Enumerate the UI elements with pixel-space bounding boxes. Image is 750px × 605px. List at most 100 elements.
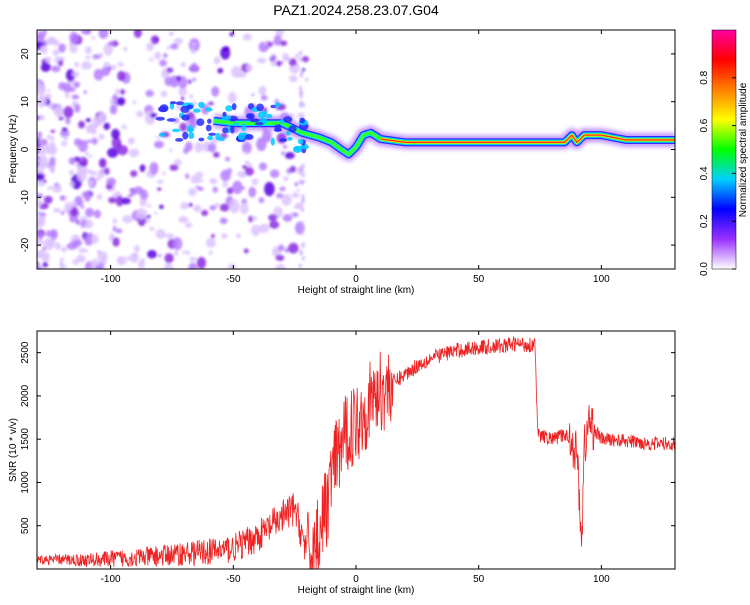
spectrogram-noise-blob xyxy=(178,216,189,223)
spectrogram-noise-blob xyxy=(276,132,287,144)
spectrogram-x-tick-label: 0 xyxy=(353,274,359,285)
spectrogram-y-tick-label: 0 xyxy=(20,146,31,152)
spectrogram-noise-blob xyxy=(65,117,71,125)
spectrogram-noise-blob xyxy=(37,231,44,239)
spectrogram-noise-blob xyxy=(90,128,97,135)
ridge-cluster xyxy=(270,104,277,109)
spectrogram-noise-blob xyxy=(129,253,139,263)
ridge-cluster xyxy=(274,102,281,108)
spectrogram-noise-blob xyxy=(251,178,259,186)
ridge-cluster xyxy=(192,108,201,113)
snr-y-tick-label: 1500 xyxy=(20,428,31,451)
spectrogram-noise-blob xyxy=(194,141,203,153)
spectrogram-noise-blob xyxy=(37,237,43,247)
colorbar-label: Normalized spectral amplitude xyxy=(738,82,749,217)
ridge-cluster xyxy=(166,118,176,122)
spectrogram-noise-blob xyxy=(114,88,120,96)
snr-x-tick-label: 50 xyxy=(473,574,485,585)
spectrogram-noise-blob xyxy=(228,199,240,214)
spectrogram-noise-blob xyxy=(40,139,48,145)
spectrogram-noise-blob xyxy=(279,40,288,46)
spectrogram-noise-blob xyxy=(115,228,123,234)
spectrogram-y-tick-label: -20 xyxy=(20,237,31,252)
ridge-cluster xyxy=(222,111,227,117)
spectrogram-noise-blob xyxy=(301,242,305,247)
spectrogram-noise-blob xyxy=(42,261,48,268)
spectrogram-noise-blob xyxy=(164,76,174,87)
spectrogram-noise-blob xyxy=(76,254,86,263)
ridge-cluster xyxy=(279,138,288,142)
spectrogram-noise-blob xyxy=(258,85,267,96)
spectrogram-noise-blob xyxy=(298,263,302,269)
snr-x-tick-label: 100 xyxy=(593,574,610,585)
spectrogram-noise-blob xyxy=(149,112,157,118)
spectrogram-noise-blob xyxy=(128,137,135,145)
spectrogram-noise-blob xyxy=(222,181,229,188)
spectrogram-noise-blob xyxy=(304,77,309,82)
spectrogram-noise-blob xyxy=(260,94,268,101)
spectrogram-noise-blob xyxy=(150,35,159,45)
spectrogram-y-ticks: -20 -10 0 10 20 xyxy=(20,48,675,252)
spectrogram-noise-blob xyxy=(217,67,224,74)
spectrogram-noise-blob xyxy=(190,174,201,184)
spectrogram-noise-blob xyxy=(212,186,218,193)
spectrogram-noise-blob xyxy=(162,171,166,176)
spectrogram-noise-blob xyxy=(197,186,204,191)
snr-panel: -100 -50 0 50 100 500 1000 1500 2000 2500 Height… xyxy=(8,330,676,596)
spectrogram-noise-blob xyxy=(60,141,68,147)
snr-y-tick-label: 2000 xyxy=(20,384,31,407)
spectrogram-noise-blob xyxy=(211,86,220,97)
spectrogram-y-tick-label: 20 xyxy=(20,48,31,60)
spectrogram-noise-blob xyxy=(42,247,46,252)
spectrogram-noise-blob xyxy=(166,67,174,73)
spectrogram-noise-blob xyxy=(184,222,193,229)
spectrogram-noise-blob xyxy=(188,262,198,269)
ridge-cluster xyxy=(300,143,309,150)
spectrogram-noise-blob xyxy=(184,173,190,179)
spectrogram-noise-blob xyxy=(243,248,249,254)
spectrogram-noise-blob xyxy=(248,215,254,223)
spectrogram-noise-blob xyxy=(187,79,192,84)
spectrogram-noise-blob xyxy=(106,177,117,186)
spectrogram-noise-blob xyxy=(93,171,97,176)
spectrogram-noise-blob xyxy=(96,193,103,201)
spectrogram-noise-blob xyxy=(279,186,286,192)
spectrogram-noise-blob xyxy=(69,31,79,45)
spectrogram-noise-blob xyxy=(289,165,297,173)
spectrogram-noise-blob xyxy=(37,250,43,259)
spectrogram-noise-blob xyxy=(145,89,154,97)
spectrogram-noise-blob xyxy=(44,93,52,100)
spectrogram-noise-blob xyxy=(112,226,117,232)
spectrogram-noise-blob xyxy=(275,254,285,261)
spectrogram-noise-blob xyxy=(299,102,302,108)
spectrogram-noise-blob xyxy=(188,202,194,207)
spectrogram-noise-blob xyxy=(179,122,188,132)
spectrogram-noise-blob xyxy=(103,42,113,56)
spectrogram-noise-blob xyxy=(184,141,193,152)
spectrogram-noise-blob xyxy=(107,41,114,47)
spectrogram-noise-blob xyxy=(107,147,119,158)
spectrogram-noise-blob xyxy=(98,112,105,118)
ridge-cluster xyxy=(256,103,264,112)
spectrogram-noise-blob xyxy=(111,64,117,71)
spectrogram-noise-blob xyxy=(63,135,69,141)
ridge-cluster xyxy=(255,121,264,126)
spectrogram-noise-blob xyxy=(278,244,285,252)
spectrogram-noise-blob xyxy=(146,42,155,52)
ridge-cluster xyxy=(198,137,205,142)
spectrogram-noise-blob xyxy=(191,42,196,47)
spectrogram-noise-blob xyxy=(111,136,122,149)
spectrogram-noise-blob xyxy=(39,116,44,121)
spectrogram-noise-blob xyxy=(134,245,140,253)
spectrogram-noise-blob xyxy=(235,233,241,239)
spectrogram-noise-blob xyxy=(207,143,217,153)
spectrogram-noise-blob xyxy=(284,56,292,62)
spectrogram-noise-blob xyxy=(258,223,270,233)
spectrogram-noise-blob xyxy=(289,75,298,83)
spectrogram-noise-blob xyxy=(251,93,255,96)
spectrogram-noise-blob xyxy=(133,30,142,39)
spectrogram-noise-blob xyxy=(112,237,120,247)
spectrogram-noise-blob xyxy=(123,46,128,52)
ridge-cluster xyxy=(158,132,166,137)
spectrogram-noise-blob xyxy=(52,49,60,56)
